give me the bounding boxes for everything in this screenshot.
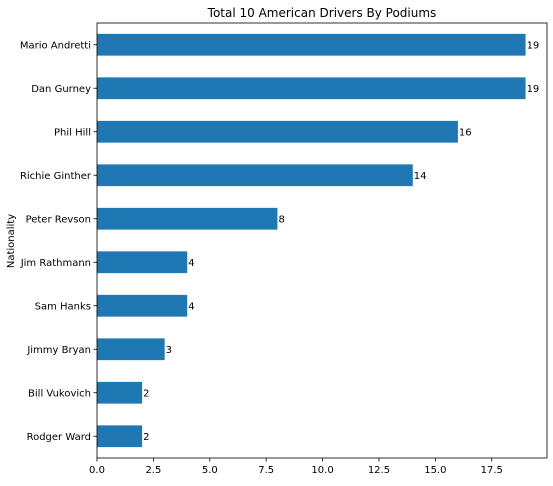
data-label: 14 [414, 171, 427, 182]
y-tick-label: Bill Vukovich [28, 388, 91, 399]
x-tick-label: 10.0 [311, 465, 333, 476]
data-label: 2 [143, 388, 149, 399]
bar [97, 251, 188, 274]
y-tick-label: Mario Andretti [20, 40, 91, 51]
bar [97, 381, 143, 404]
data-label: 19 [527, 40, 540, 51]
x-tick-label: 15.0 [424, 465, 446, 476]
y-tick-label: Peter Revson [26, 214, 91, 225]
y-tick-label: Phil Hill [54, 127, 91, 138]
bar [97, 164, 413, 187]
bar [97, 77, 526, 100]
data-label: 4 [188, 258, 194, 269]
bar [97, 338, 165, 361]
data-label: 4 [188, 301, 194, 312]
data-label: 19 [527, 84, 540, 95]
chart-title: Total 10 American Drivers By Podiums [207, 6, 437, 20]
x-tick-label: 0.0 [89, 465, 105, 476]
data-label: 16 [459, 127, 472, 138]
bar [97, 294, 188, 317]
x-tick-label: 17.5 [481, 465, 503, 476]
bar [97, 120, 458, 143]
data-label: 3 [166, 345, 172, 356]
y-tick-label: Sam Hanks [35, 301, 91, 312]
plot-frame [96, 22, 548, 459]
bar [97, 425, 143, 448]
bar [97, 33, 526, 56]
data-label: 2 [143, 432, 149, 443]
data-label: 8 [278, 214, 284, 225]
y-tick-label: Jimmy Bryan [26, 345, 91, 356]
x-tick-label: 2.5 [145, 465, 161, 476]
plot-area: 19 Mario Andretti 19 Dan Gurney 16 Phil Hill 1… [20, 22, 548, 476]
y-tick-label: Dan Gurney [31, 84, 91, 95]
y-axis-label: Nationality [6, 214, 17, 268]
bar [97, 207, 278, 230]
y-tick-label: Rodger Ward [27, 432, 91, 443]
x-tick-label: 7.5 [258, 465, 274, 476]
y-tick-label: Richie Ginther [20, 171, 92, 182]
x-tick-label: 12.5 [368, 465, 390, 476]
x-tick-label: 5.0 [202, 465, 218, 476]
y-tick-label: Jim Rathmann [20, 258, 91, 269]
